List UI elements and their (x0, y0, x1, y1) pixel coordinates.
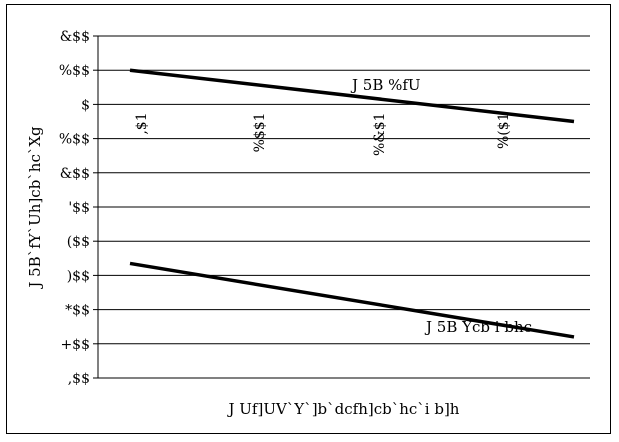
y-tick-label-2: $ (81, 97, 90, 113)
y-tick-label-9: +$$ (60, 337, 90, 353)
y-tick-label-10: ,$$ (68, 371, 90, 387)
y-tick-label-3: %$$ (59, 132, 90, 148)
series-label-1: J 5B Ycb i bhc (424, 318, 532, 336)
series-label-0: J 5B %fU (350, 76, 421, 94)
x-tick-labels: ,$1 %$$1 %&$1 %($1 (134, 112, 512, 156)
chart-frame (6, 4, 611, 434)
y-axis-title: J 5B`fY`Uh]cb`hc`Xg (26, 126, 44, 290)
x-tick-label-3: %($1 (496, 112, 512, 149)
x-tick-label-2: %&$1 (372, 112, 388, 156)
y-tick-label-7: )$$ (67, 268, 90, 284)
y-tick-labels: &$$ %$$ $ %$$ &$$ '$$ ($$ )$$ *$$ +$$ ,$$ (59, 29, 98, 387)
grid-lines (97, 35, 590, 379)
series-line-1 (129, 261, 575, 339)
y-tick-label-0: &$$ (60, 29, 90, 45)
series-line-0 (129, 68, 575, 124)
x-tick-label-1: %$$1 (252, 112, 268, 152)
y-tick-label-4: &$$ (60, 166, 90, 182)
x-tick-label-0: ,$1 (134, 112, 150, 134)
x-axis-title: J Uf]UV`Y`]b`dcfh]cb`hc`i b]h (227, 400, 460, 418)
y-tick-label-1: %$$ (59, 63, 90, 79)
y-tick-label-8: *$$ (65, 303, 90, 319)
y-tick-label-5: '$$ (68, 200, 90, 216)
y-tick-label-6: ($$ (67, 234, 90, 250)
series-lines (129, 68, 575, 339)
